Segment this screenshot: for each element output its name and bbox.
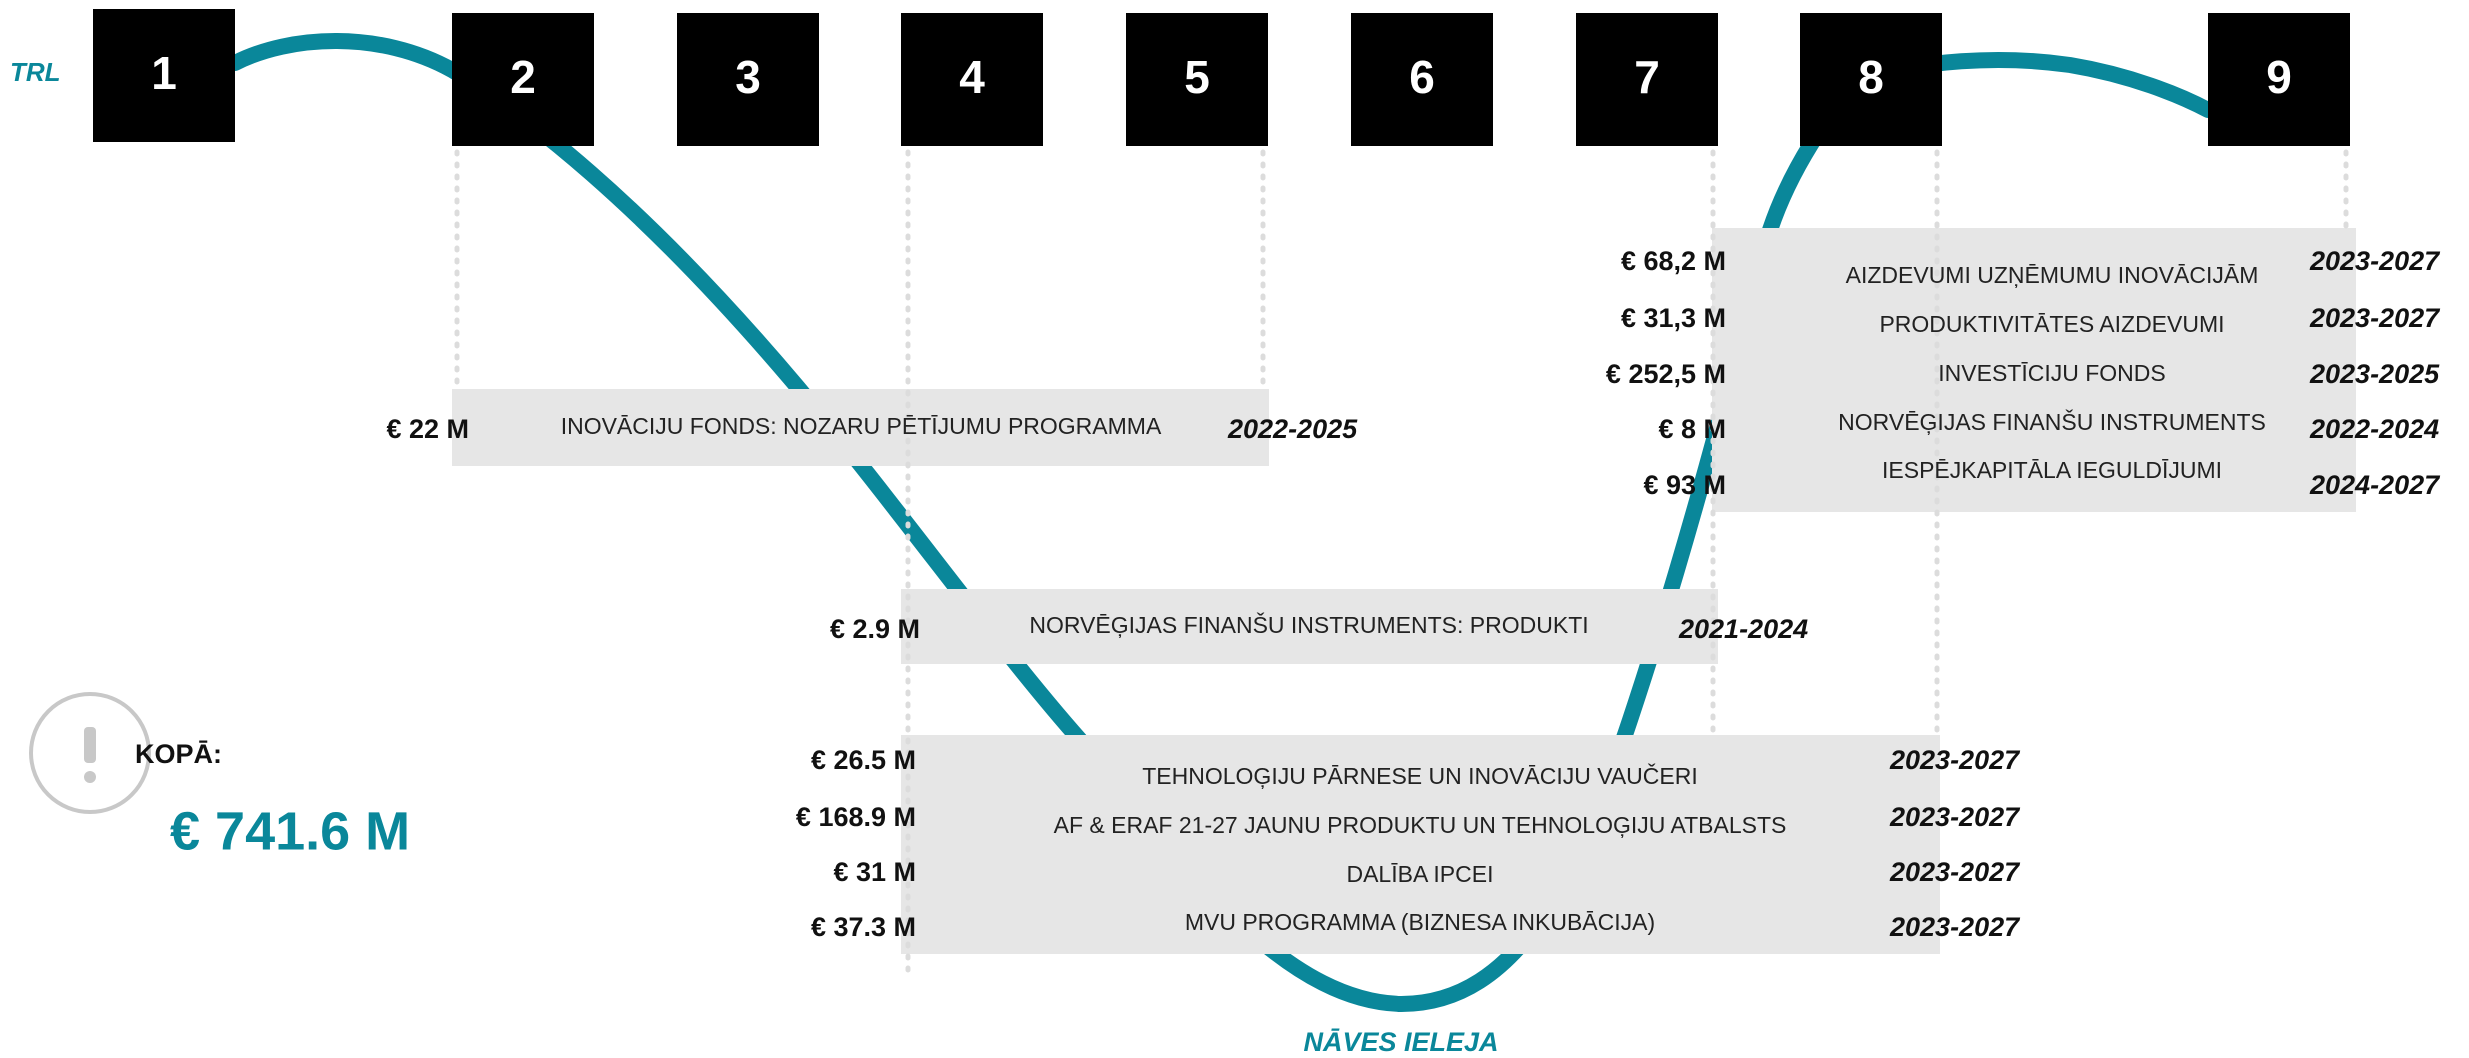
alert-icon <box>29 692 151 814</box>
program-amount: € 22 M <box>386 414 469 444</box>
program-years: 2023-2025 <box>2309 359 2440 389</box>
trl-number: 3 <box>735 51 761 103</box>
program-name: NORVĒĢIJAS FINANŠU INSTRUMENTS <box>1838 408 2266 435</box>
program-years: 2023-2027 <box>1889 745 2021 775</box>
program-box <box>1712 228 2356 512</box>
program-years: 2023-2027 <box>1889 802 2021 832</box>
program-name: AIZDEVUMI UZŅĒMUMU INOVĀCIJĀM <box>1846 262 2259 288</box>
valley-label: NĀVES IELEJA <box>1303 1027 1498 1057</box>
trl-number: 6 <box>1409 51 1435 103</box>
program-amount: € 8 M <box>1658 414 1726 444</box>
program-amount: € 31 M <box>833 857 916 887</box>
program-box <box>901 589 1718 664</box>
trl-box <box>677 13 819 146</box>
trl-box <box>452 13 594 146</box>
program-amount: € 93 M <box>1643 470 1726 500</box>
total-value: € 741.6 M <box>170 801 410 861</box>
program-name: INVESTĪCIJU FONDS <box>1938 360 2165 386</box>
program-name: AF & ERAF 21-27 JAUNU PRODUKTU UN TEHNOL… <box>1054 812 1787 838</box>
trl-box <box>1576 13 1718 146</box>
program-years: 2021-2024 <box>1678 614 1808 644</box>
trl-box <box>1800 13 1942 146</box>
total-label: KOPĀ: <box>135 739 222 769</box>
program-amount: € 37.3 M <box>811 912 916 942</box>
trl-number: 1 <box>151 47 177 99</box>
program-name: MVU PROGRAMMA (BIZNESA INKUBĀCIJA) <box>1185 909 1655 935</box>
program-box <box>901 735 1940 954</box>
program-years: 2023-2027 <box>2309 246 2441 276</box>
program-name: IESPĒJKAPITĀLA IEGULDĪJUMI <box>1882 457 2222 483</box>
alert-icon-bar <box>84 727 96 763</box>
program-years: 2023-2027 <box>1889 912 2021 942</box>
trl-number: 5 <box>1184 51 1210 103</box>
program-years: 2023-2027 <box>1889 857 2021 887</box>
program-amount: € 168.9 M <box>796 802 916 832</box>
program-name: TEHNOLOĢIJU PĀRNESE UN INOVĀCIJU VAUČERI <box>1142 762 1698 789</box>
program-name: PRODUKTIVITĀTES AIZDEVUMI <box>1879 311 2224 337</box>
trl-box <box>2208 13 2350 146</box>
program-box <box>452 389 1269 466</box>
trl-number: 8 <box>1858 51 1884 103</box>
trl-number: 4 <box>959 51 985 103</box>
trl-number: 9 <box>2266 51 2292 103</box>
trl-box <box>1351 13 1493 146</box>
program-amount: € 2.9 M <box>830 614 920 644</box>
trl-number: 2 <box>510 51 536 103</box>
program-amount: € 31,3 M <box>1621 303 1726 333</box>
trl-number: 7 <box>1634 51 1660 103</box>
program-amount: € 26.5 M <box>811 745 916 775</box>
trl-box <box>93 9 235 142</box>
trl-box <box>901 13 1043 146</box>
program-years: 2024-2027 <box>2309 470 2441 500</box>
trl-box <box>1126 13 1268 146</box>
program-years: 2023-2027 <box>2309 303 2441 333</box>
alert-icon-dot <box>84 771 96 783</box>
program-years: 2022-2024 <box>2309 414 2439 444</box>
program-years: 2022-2025 <box>1227 414 1358 444</box>
program-amount: € 68,2 M <box>1621 246 1726 276</box>
trl-label: TRL <box>10 57 61 87</box>
program-name: NORVĒĢIJAS FINANŠU INSTRUMENTS: PRODUKTI <box>1029 611 1588 638</box>
program-name: INOVĀCIJU FONDS: NOZARU PĒTĪJUMU PROGRAM… <box>561 413 1162 439</box>
program-amount: € 252,5 M <box>1606 359 1726 389</box>
program-name: DALĪBA IPCEI <box>1346 861 1493 887</box>
